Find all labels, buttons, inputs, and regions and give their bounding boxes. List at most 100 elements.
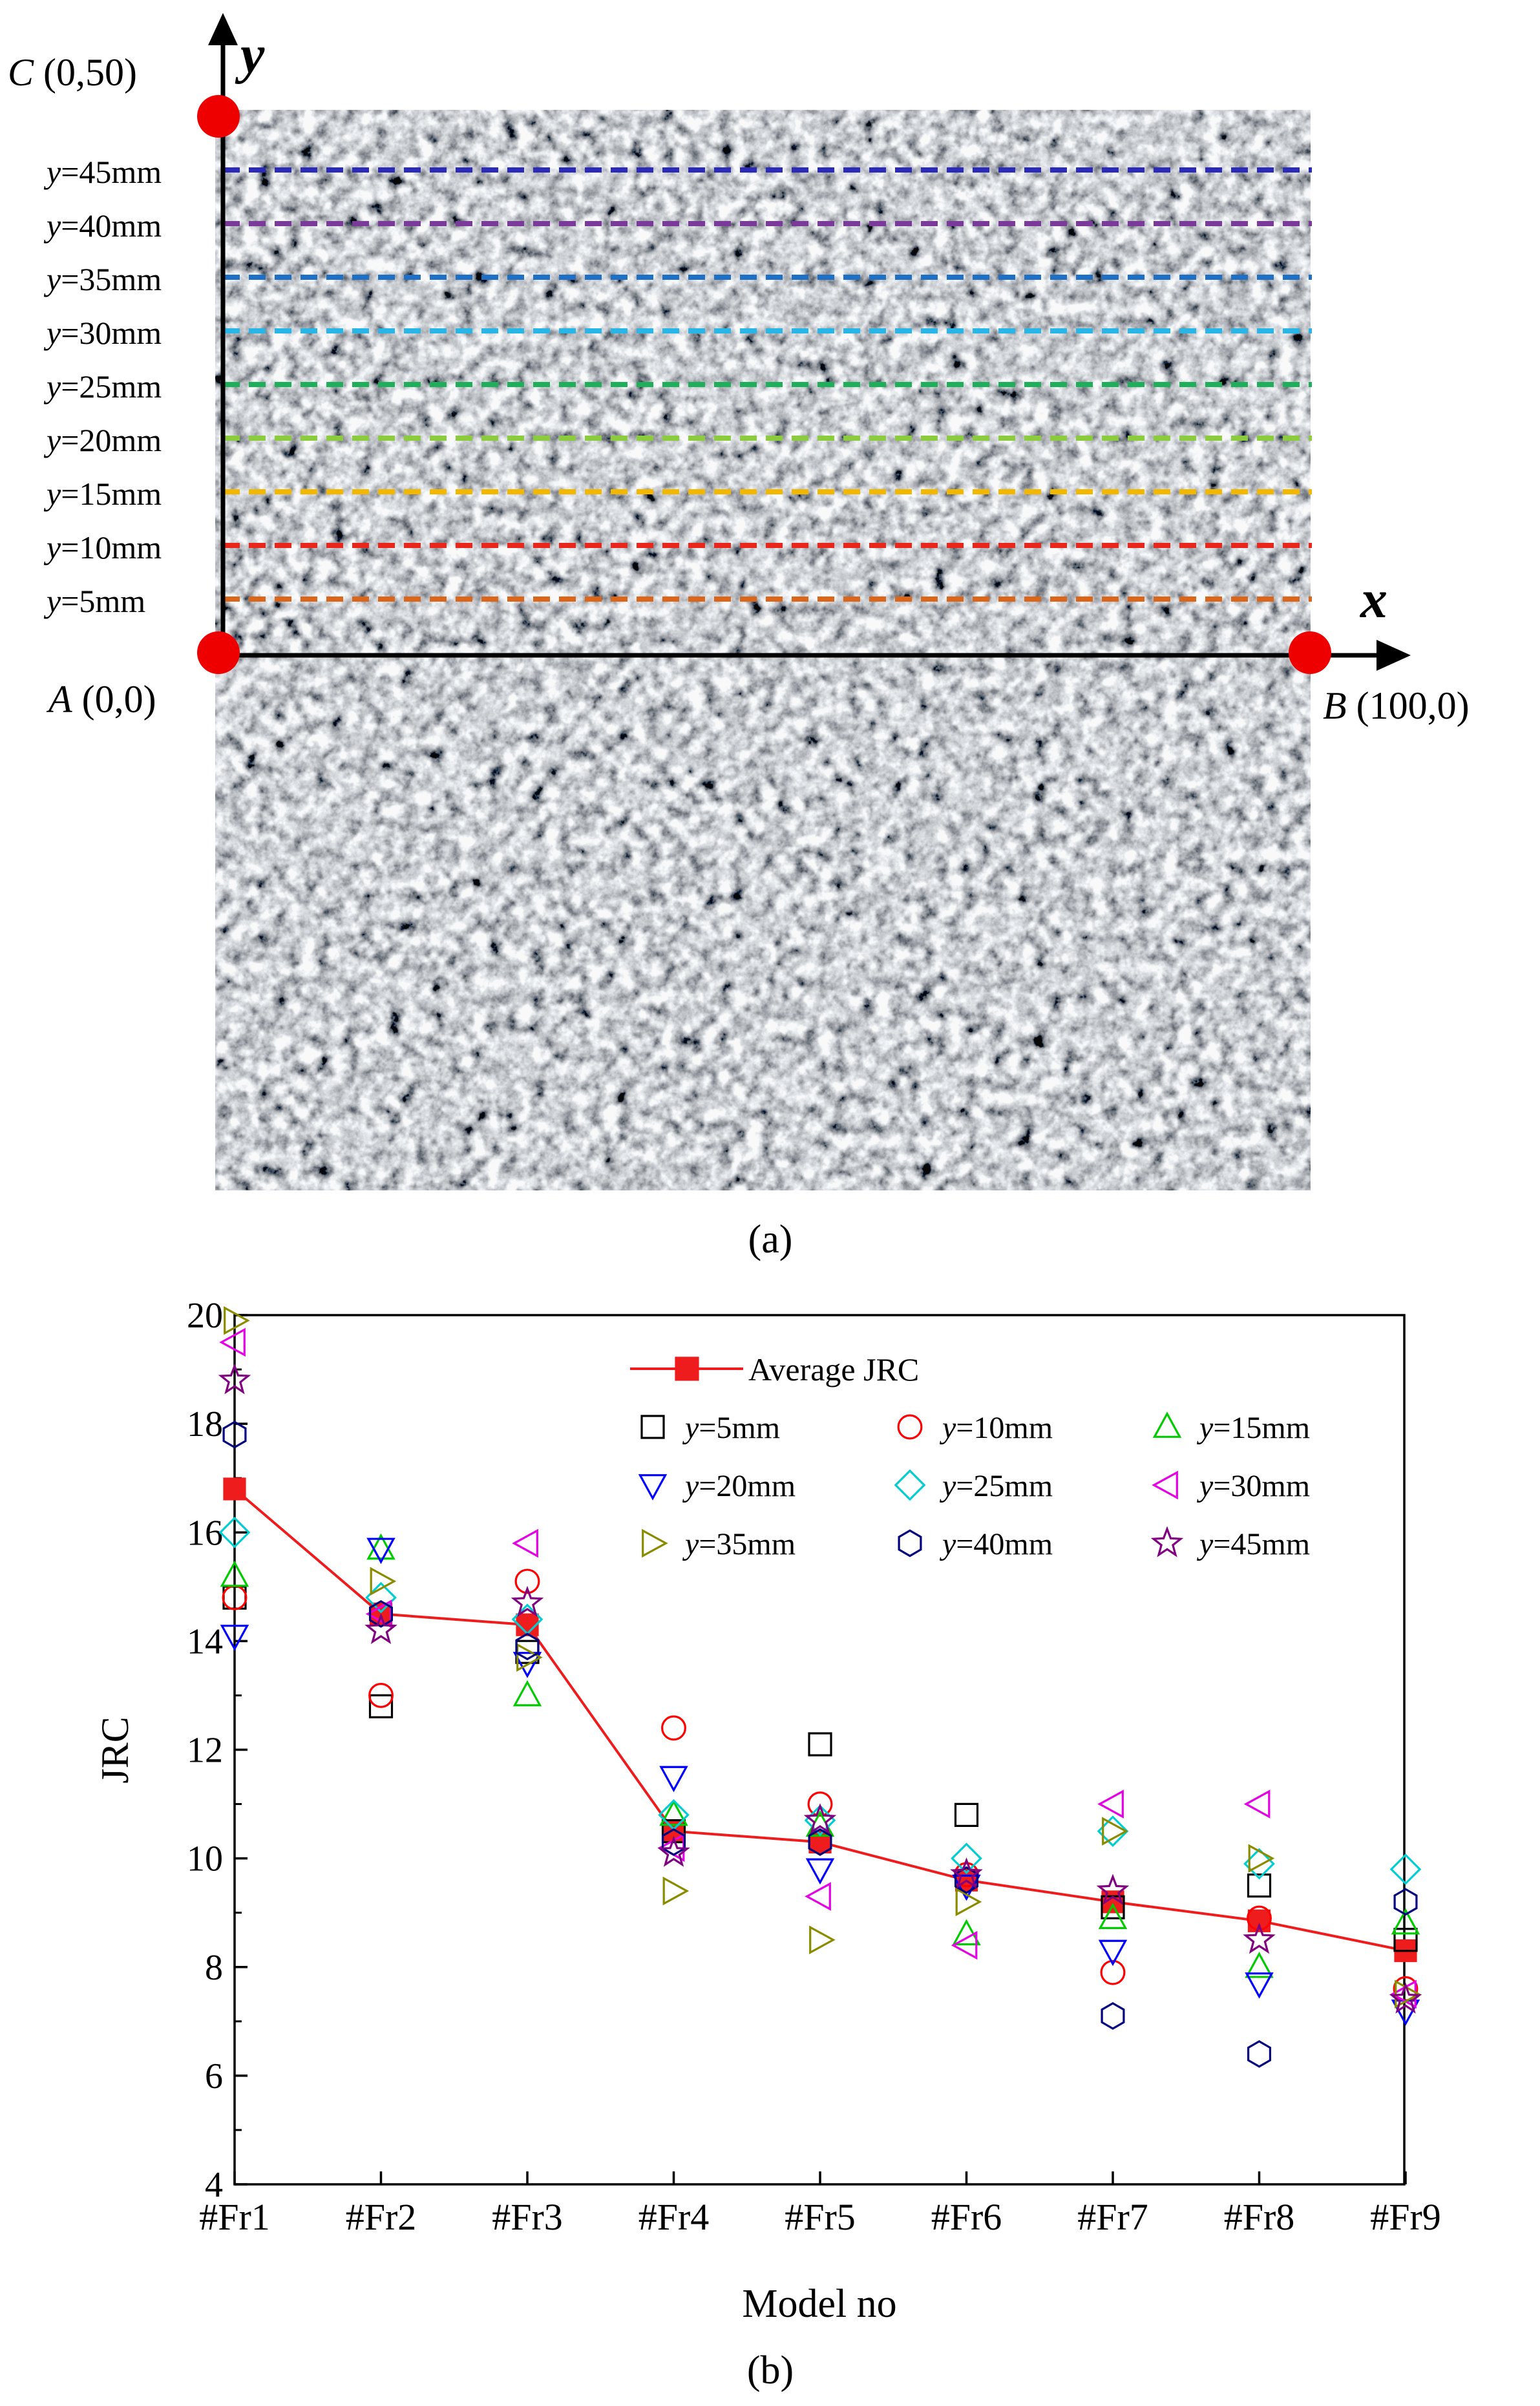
x-tick-label: #Fr8 (1224, 2196, 1295, 2238)
y-axis-ticks: 4 6 8 10 12 14 16 18 20 (187, 1296, 248, 2205)
panel-b-chart: 4 6 8 10 12 14 16 18 20 #Fr1 #Fr2 #Fr3 #Fr4 #Fr5 #Fr6… (94, 1296, 1441, 2326)
profile-label-45mm: y=45mm (43, 154, 162, 190)
point-y25mm-Fr9 (1389, 1853, 1422, 1885)
point-y45mm-Fr7 (1096, 1873, 1130, 1905)
legend-label-y40mm: y=40mm (939, 1527, 1053, 1561)
point-y20mm-Fr8 (1245, 1972, 1274, 1999)
point-y45mm-Fr3 (511, 1585, 544, 1618)
profile-labels: y=45mm y=40mm y=35mm y=30mm y=25mm y=20mm y=15… (43, 154, 162, 619)
y-tick-label: 12 (187, 1731, 223, 1771)
point-c-marker (197, 95, 240, 138)
point-y5mm-Fr5 (808, 1732, 832, 1757)
x-tick-label: #Fr6 (931, 2196, 1002, 2238)
profile-label-40mm: y=40mm (43, 207, 162, 244)
x-tick-label: #Fr3 (492, 2196, 563, 2238)
legend-marker-y30mm (1152, 1470, 1178, 1500)
y-tick-label: 18 (187, 1404, 223, 1444)
x-tick-label: #Fr7 (1077, 2196, 1148, 2238)
point-y25mm-Fr1 (218, 1516, 251, 1548)
y-tick-label: 14 (187, 1621, 223, 1662)
point-y35mm-Fr4 (662, 1876, 690, 1906)
point-y30mm-Fr1 (219, 1327, 246, 1357)
point-y35mm-Fr1 (224, 1306, 250, 1335)
y-tick-label: 4 (205, 2165, 223, 2205)
point-y20mm-Fr1 (220, 1625, 249, 1651)
y-axis-arrowhead (208, 13, 238, 45)
point-c-label: C (0,50) (8, 51, 137, 94)
y-tick-label: 8 (205, 1948, 223, 1988)
point-y15mm-Fr8 (1245, 1952, 1274, 1978)
point-y40mm-Fr7 (1101, 2002, 1125, 2030)
point-y15mm-Fr7 (1098, 1903, 1128, 1929)
legend-marker-y35mm (642, 1528, 668, 1558)
point-y15mm-Fr2 (366, 1533, 396, 1560)
legend-label-y15mm: y=15mm (1196, 1411, 1310, 1445)
point-a-marker (197, 631, 240, 674)
point-y30mm-Fr6 (951, 1930, 978, 1960)
point-y45mm-Fr4 (657, 1835, 690, 1867)
legend-label-y20mm: y=20mm (682, 1469, 796, 1503)
axis-y-letter: y (235, 25, 265, 85)
profile-lines (223, 167, 1312, 602)
panel-a-photo: y=45mm y=40mm y=35mm y=30mm y=25mm y=20mm y=15… (8, 13, 1470, 1190)
point-y40mm-Fr1 (222, 1420, 247, 1449)
point-y10mm-Fr7 (1100, 1959, 1126, 1985)
x-tick-label: #Fr4 (638, 2196, 710, 2238)
point-y20mm-Fr3 (512, 1652, 542, 1678)
point-y35mm-Fr6 (955, 1887, 982, 1917)
point-y20mm-Fr6 (952, 1874, 981, 1901)
average-point-Fr1 (223, 1477, 246, 1501)
point-y30mm-Fr7 (1097, 1789, 1124, 1819)
y-tick-label: 16 (187, 1513, 223, 1553)
caption-b: (b) (747, 2348, 794, 2392)
legend-label-y25mm: y=25mm (939, 1469, 1053, 1503)
x-tick-label: #Fr5 (785, 2196, 856, 2238)
point-y10mm-Fr4 (661, 1715, 686, 1741)
point-y40mm-Fr6 (954, 1866, 979, 1894)
profile-label-25mm: y=25mm (43, 368, 162, 405)
point-y5mm-Fr4 (661, 1819, 686, 1844)
legend-label-y10mm: y=10mm (939, 1411, 1053, 1445)
legend-label-y45mm: y=45mm (1196, 1527, 1310, 1561)
point-y35mm-Fr3 (516, 1643, 543, 1672)
y-tick-label: 6 (205, 2056, 223, 2096)
point-y5mm-Fr8 (1247, 1873, 1272, 1898)
x-axis-label: Model no (742, 2282, 896, 2326)
point-y40mm-Fr9 (1393, 1888, 1418, 1916)
legend-label-y35mm: y=35mm (682, 1527, 796, 1561)
granite-texture (215, 110, 1311, 1190)
caption-a: (a) (748, 1218, 793, 1261)
point-y20mm-Fr5 (805, 1858, 835, 1885)
point-y5mm-Fr6 (954, 1802, 979, 1827)
point-y10mm-Fr8 (1247, 1905, 1272, 1931)
point-y40mm-Fr3 (515, 1632, 540, 1661)
point-y45mm-Fr2 (364, 1612, 397, 1645)
point-y20mm-Fr2 (366, 1537, 396, 1565)
x-tick-label: #Fr2 (346, 2196, 417, 2238)
point-a-label: A (0,0) (46, 678, 156, 721)
point-y40mm-Fr4 (661, 1828, 686, 1856)
point-y15mm-Fr6 (952, 1919, 981, 1946)
legend-marker-y15mm (1152, 1411, 1182, 1438)
point-y15mm-Fr3 (512, 1680, 542, 1707)
point-y35mm-Fr2 (370, 1567, 397, 1596)
legend-marker-y5mm (640, 1415, 665, 1439)
point-y35mm-Fr7 (1102, 1817, 1128, 1846)
axis-x-letter: x (1359, 569, 1387, 629)
point-y20mm-Fr4 (659, 1766, 688, 1793)
legend-marker-y45mm (1150, 1526, 1184, 1557)
legend-marker-y40mm (898, 1529, 922, 1557)
point-y5mm-Fr2 (368, 1694, 394, 1718)
average-point-Fr3 (516, 1613, 539, 1636)
point-y45mm-Fr9 (1389, 1982, 1422, 2014)
point-y25mm-Fr6 (951, 1842, 982, 1874)
point-y40mm-Fr5 (808, 1828, 832, 1856)
x-axis-arrowhead (1377, 640, 1411, 671)
legend-label-y5mm: y=5mm (682, 1411, 780, 1445)
profile-label-20mm: y=20mm (43, 422, 162, 458)
point-y15mm-Fr1 (220, 1560, 249, 1587)
point-b-label: B (100,0) (1323, 684, 1470, 727)
x-tick-label: #Fr1 (199, 2196, 270, 2238)
y-tick-label: 10 (187, 1839, 223, 1879)
